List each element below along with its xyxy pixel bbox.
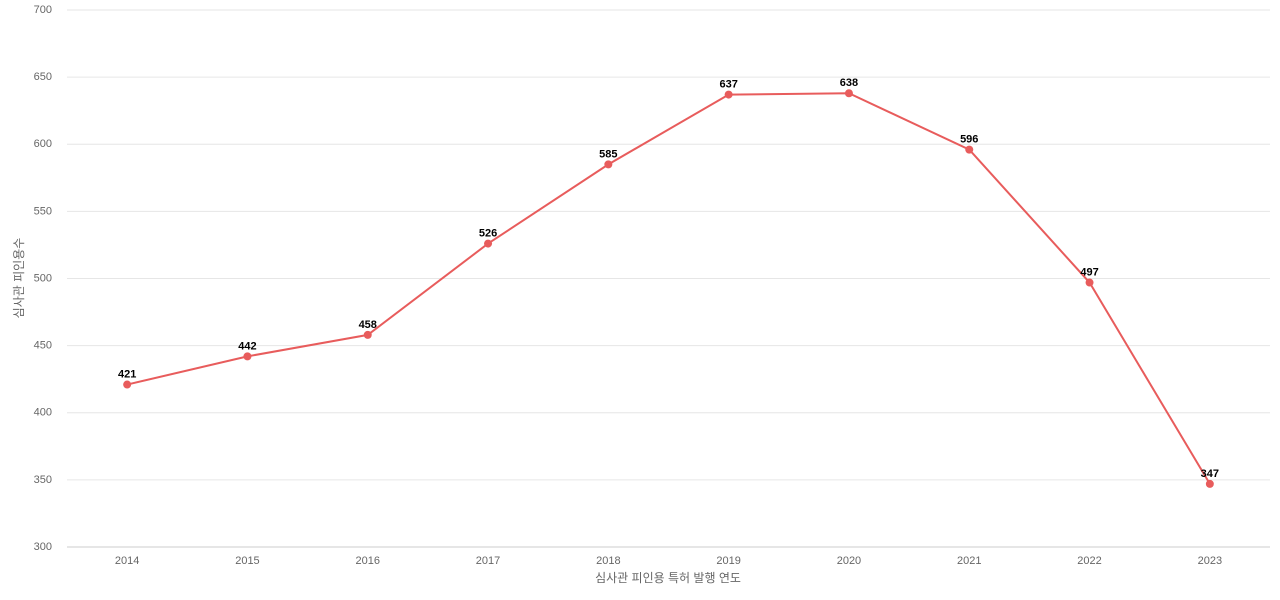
x-tick-label: 2023 (1198, 555, 1222, 567)
x-tick-label: 2022 (1077, 555, 1101, 567)
data-label: 347 (1201, 468, 1219, 480)
point (363, 330, 372, 339)
point (484, 239, 493, 248)
data-label: 585 (599, 148, 617, 160)
y-tick-label: 700 (34, 4, 52, 16)
point (604, 160, 613, 169)
x-tick-label: 2015 (235, 555, 259, 567)
y-tick-label: 500 (34, 272, 52, 284)
x-tick-label: 2021 (957, 555, 981, 567)
x-tick-label: 2016 (356, 555, 380, 567)
data-label: 596 (960, 134, 978, 146)
point (724, 90, 733, 99)
point (123, 380, 132, 389)
y-tick-label: 300 (34, 541, 52, 553)
y-tick-label: 550 (34, 205, 52, 217)
point (965, 145, 974, 154)
point (243, 352, 252, 361)
point (844, 89, 853, 98)
point (1085, 278, 1094, 287)
x-tick-label: 2017 (476, 555, 500, 567)
y-tick-label: 350 (34, 474, 52, 486)
data-label: 421 (118, 368, 136, 380)
data-label: 442 (238, 340, 256, 352)
y-axis-title: 심사관 피인용수 (12, 238, 26, 319)
data-label: 458 (359, 319, 377, 331)
line (126, 92, 1211, 485)
x-tick-label: 2014 (115, 555, 139, 567)
y-tick-label: 600 (34, 138, 52, 150)
data-label: 497 (1080, 266, 1098, 278)
data-label: 637 (719, 78, 737, 90)
data-label: 638 (840, 77, 858, 89)
x-axis-title: 심사관 피인용 특허 발행 연도 (595, 570, 741, 585)
y-tick-label: 450 (34, 340, 52, 352)
x-tick-label: 2018 (596, 555, 620, 567)
x-tick-label: 2019 (716, 555, 740, 567)
point (1205, 479, 1214, 488)
x-tick-label: 2020 (837, 555, 861, 567)
y-tick-label: 650 (34, 71, 52, 83)
data-label: 526 (479, 228, 497, 240)
y-tick-label: 400 (34, 407, 52, 419)
